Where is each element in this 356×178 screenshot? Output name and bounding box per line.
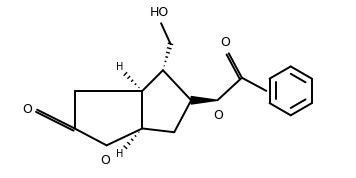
Text: O: O <box>100 154 110 167</box>
Text: O: O <box>220 36 230 49</box>
Text: H: H <box>116 150 124 159</box>
Text: O: O <box>23 103 33 116</box>
Polygon shape <box>191 96 218 104</box>
Text: O: O <box>213 109 223 122</box>
Text: H: H <box>116 62 124 72</box>
Text: HO: HO <box>150 6 169 19</box>
